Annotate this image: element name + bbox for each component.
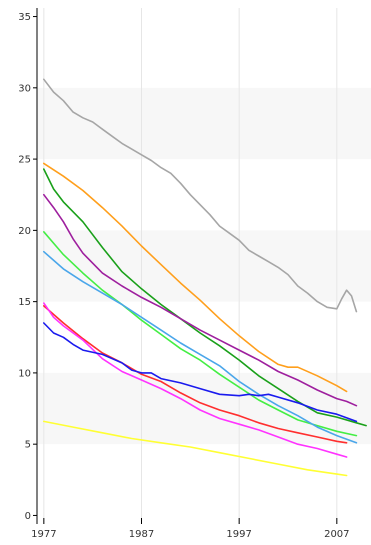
y-tick-label-15: 15 bbox=[18, 297, 31, 308]
y-tick-label-5: 5 bbox=[25, 440, 31, 451]
series-line-4 bbox=[42, 193, 358, 407]
series-line-6 bbox=[42, 250, 358, 444]
series-line-1 bbox=[42, 78, 358, 313]
shaded-band-1 bbox=[37, 230, 371, 302]
tick-labels: 0 5 10 15 20 25 30 35 1977 1987 1997 2007 bbox=[18, 12, 349, 540]
gridlines bbox=[43, 8, 338, 524]
series-line-9 bbox=[42, 322, 358, 423]
series-line-2 bbox=[42, 162, 348, 393]
shaded-band-2 bbox=[37, 87, 371, 160]
shaded-band-0 bbox=[37, 372, 371, 445]
series-lines bbox=[42, 78, 367, 477]
series-line-3 bbox=[42, 168, 367, 427]
y-tick-label-30: 30 bbox=[18, 83, 31, 94]
x-tick-label-1997: 1997 bbox=[226, 529, 251, 540]
series-line-8 bbox=[42, 302, 348, 458]
series-line-10 bbox=[42, 420, 348, 477]
y-tick-label-10: 10 bbox=[18, 368, 31, 379]
x-tick-label-1977: 1977 bbox=[31, 529, 56, 540]
y-tick-label-25: 25 bbox=[18, 155, 31, 166]
x-tick-label-2007: 2007 bbox=[324, 529, 349, 540]
axis-ticks bbox=[33, 16, 338, 524]
x-tick-label-1987: 1987 bbox=[129, 529, 154, 540]
y-tick-label-20: 20 bbox=[18, 226, 31, 237]
y-tick-label-0: 0 bbox=[25, 511, 31, 522]
series-line-7 bbox=[42, 305, 348, 444]
shaded-bands bbox=[37, 87, 371, 445]
y-tick-label-35: 35 bbox=[18, 12, 31, 23]
series-line-5 bbox=[42, 231, 358, 437]
